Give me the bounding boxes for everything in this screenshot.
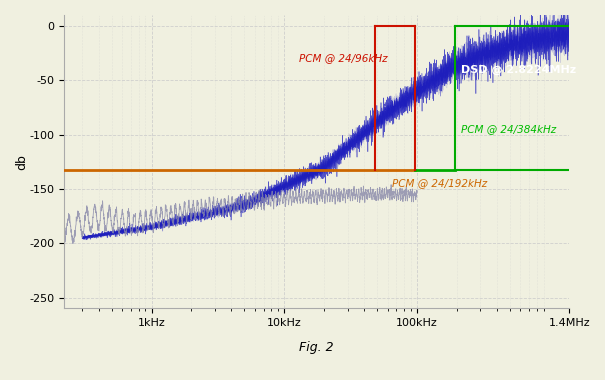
Text: PCM @ 24/96kHz: PCM @ 24/96kHz [299, 53, 388, 63]
Text: PCM @ 24/384kHz: PCM @ 24/384kHz [461, 124, 557, 135]
Text: PCM @ 24/192kHz: PCM @ 24/192kHz [392, 177, 488, 188]
Text: DSD @ 2.8224MHz: DSD @ 2.8224MHz [461, 65, 577, 75]
Y-axis label: db: db [15, 154, 28, 169]
Text: Fig. 2: Fig. 2 [299, 341, 334, 354]
